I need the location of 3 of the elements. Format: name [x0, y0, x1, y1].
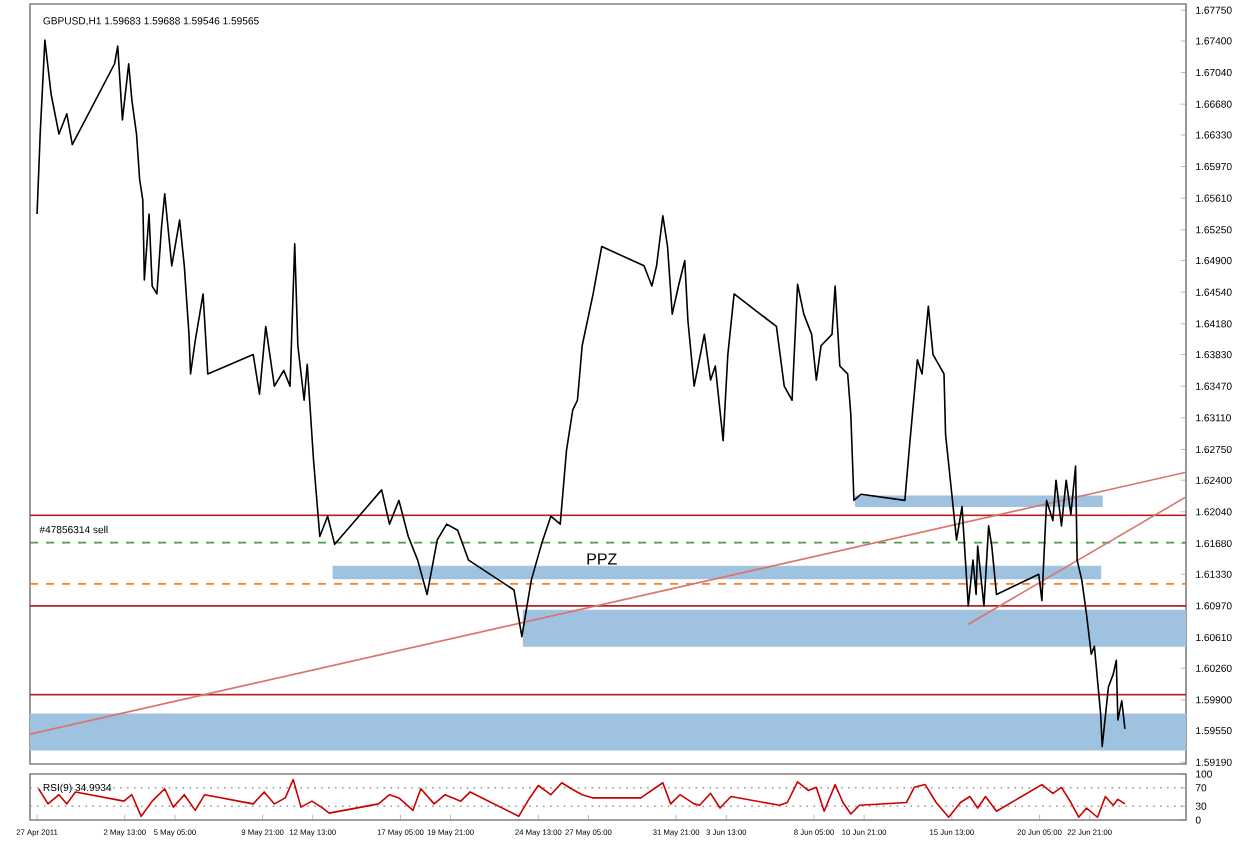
annotation: PPZ	[587, 553, 617, 565]
line-series	[36, 39, 1126, 748]
line-series	[37, 778, 1126, 819]
